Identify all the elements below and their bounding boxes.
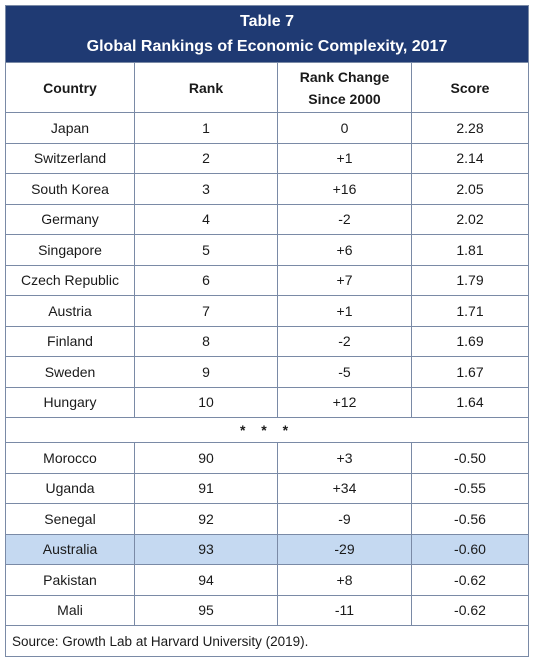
- cell-rank-change: -5: [277, 357, 411, 387]
- header-rank-change-line2: Since 2000: [308, 90, 381, 107]
- cell-rank: 7: [134, 296, 277, 326]
- cell-rank: 90: [134, 443, 277, 473]
- table-row: Senegal 92 -9 -0.56: [6, 503, 528, 534]
- cell-rank-change: +8: [277, 565, 411, 595]
- cell-score: -0.56: [411, 504, 528, 534]
- cell-country: Czech Republic: [20, 272, 120, 289]
- cell-country: Pakistan: [43, 571, 97, 588]
- cell-rank-change: -9: [277, 504, 411, 534]
- cell-score: 2.28: [411, 113, 528, 143]
- cell-country: Singapore: [38, 241, 102, 258]
- cell-score: -0.62: [411, 595, 528, 625]
- header-rank: Rank: [134, 63, 277, 112]
- rankings-table: Table 7 Global Rankings of Economic Comp…: [5, 5, 529, 657]
- table-row: Uganda 91 +34 -0.55: [6, 472, 528, 503]
- source-note: Source: Growth Lab at Harvard University…: [6, 625, 528, 656]
- table-row: Hungary 10 +12 1.64: [6, 386, 528, 417]
- table-title-block: Table 7 Global Rankings of Economic Comp…: [6, 6, 528, 62]
- cell-country: South Korea: [31, 180, 109, 197]
- cell-rank: 95: [134, 595, 277, 625]
- cell-score: 1.71: [411, 296, 528, 326]
- rows-separator: * * *: [6, 417, 528, 442]
- cell-rank: 9: [134, 357, 277, 387]
- cell-country: Germany: [41, 211, 99, 228]
- cell-country: Switzerland: [33, 150, 107, 167]
- cell-score: -0.55: [411, 473, 528, 503]
- cell-score: -0.62: [411, 565, 528, 595]
- cell-score: 1.67: [411, 357, 528, 387]
- table-row: Czech Republic 6 +7 1.79: [6, 264, 528, 295]
- bottom-rows-body: Morocco 90 +3 -0.50 Uganda 91 +34 -0.55 Senegal 9…: [6, 442, 528, 625]
- cell-rank-change: -2: [277, 204, 411, 234]
- cell-country: Senegal: [44, 510, 96, 527]
- table-row: Singapore 5 +6 1.81: [6, 234, 528, 265]
- table-row: Sweden 9 -5 1.67: [6, 356, 528, 387]
- cell-rank: 8: [134, 326, 277, 356]
- cell-country: Hungary: [43, 394, 97, 411]
- cell-rank-change: +6: [277, 235, 411, 265]
- cell-rank: 91: [134, 473, 277, 503]
- cell-country: Morocco: [43, 449, 97, 466]
- cell-rank: 2: [134, 143, 277, 173]
- cell-score: 1.69: [411, 326, 528, 356]
- cell-country: Australia: [42, 541, 98, 558]
- cell-rank: 4: [134, 204, 277, 234]
- table-row: Japan 1 0 2.28: [6, 112, 528, 143]
- cell-rank: 10: [134, 387, 277, 417]
- table-row: Switzerland 2 +1 2.14: [6, 142, 528, 173]
- cell-rank-change: 0: [277, 113, 411, 143]
- table-row: Mali 95 -11 -0.62: [6, 594, 528, 625]
- table-row: Finland 8 -2 1.69: [6, 325, 528, 356]
- cell-score: 2.05: [411, 174, 528, 204]
- cell-rank-change: -2: [277, 326, 411, 356]
- header-score-label: Score: [450, 79, 490, 96]
- cell-country: Austria: [48, 302, 92, 319]
- table-row: Austria 7 +1 1.71: [6, 295, 528, 326]
- header-rank-change: Rank Change Since 2000: [277, 63, 411, 112]
- cell-rank: 5: [134, 235, 277, 265]
- cell-country: Sweden: [44, 363, 96, 380]
- header-rank-label: Rank: [188, 79, 224, 96]
- header-country-label: Country: [43, 79, 97, 96]
- table-row: South Korea 3 +16 2.05: [6, 173, 528, 204]
- cell-rank-change: +7: [277, 265, 411, 295]
- cell-score: 2.14: [411, 143, 528, 173]
- cell-score: 1.79: [411, 265, 528, 295]
- table-row: Morocco 90 +3 -0.50: [6, 442, 528, 473]
- cell-rank-change: +3: [277, 443, 411, 473]
- table-header-row: Country Rank Rank Change Since 2000 Scor…: [6, 62, 528, 112]
- cell-country: Finland: [47, 333, 93, 350]
- cell-rank-change: +1: [277, 143, 411, 173]
- cell-rank-change: +1: [277, 296, 411, 326]
- cell-rank-change: +34: [277, 473, 411, 503]
- cell-rank-change: -29: [277, 534, 411, 564]
- cell-score: 1.81: [411, 235, 528, 265]
- header-rank-change-line1: Rank Change: [299, 68, 390, 85]
- cell-rank: 92: [134, 504, 277, 534]
- cell-rank-change: +16: [277, 174, 411, 204]
- cell-rank: 93: [134, 534, 277, 564]
- cell-score: 2.02: [411, 204, 528, 234]
- cell-country: Japan: [50, 119, 90, 136]
- cell-country: Uganda: [45, 480, 95, 497]
- cell-country: Mali: [57, 602, 83, 619]
- table-row: Australia 93 -29 -0.60: [6, 533, 528, 564]
- cell-score: -0.60: [411, 534, 528, 564]
- cell-rank: 1: [134, 113, 277, 143]
- cell-score: 1.64: [411, 387, 528, 417]
- header-country: Country: [6, 63, 134, 112]
- header-score: Score: [411, 63, 528, 112]
- table-number: Table 7: [240, 13, 294, 30]
- cell-rank: 6: [134, 265, 277, 295]
- cell-score: -0.50: [411, 443, 528, 473]
- cell-rank-change: -11: [277, 595, 411, 625]
- cell-rank-change: +12: [277, 387, 411, 417]
- top-rows-body: Japan 1 0 2.28 Switzerland 2 +1 2.14 South Korea…: [6, 112, 528, 417]
- table-row: Germany 4 -2 2.02: [6, 203, 528, 234]
- table-row: Pakistan 94 +8 -0.62: [6, 564, 528, 595]
- cell-rank: 3: [134, 174, 277, 204]
- cell-rank: 94: [134, 565, 277, 595]
- table-title: Global Rankings of Economic Complexity, …: [86, 38, 448, 55]
